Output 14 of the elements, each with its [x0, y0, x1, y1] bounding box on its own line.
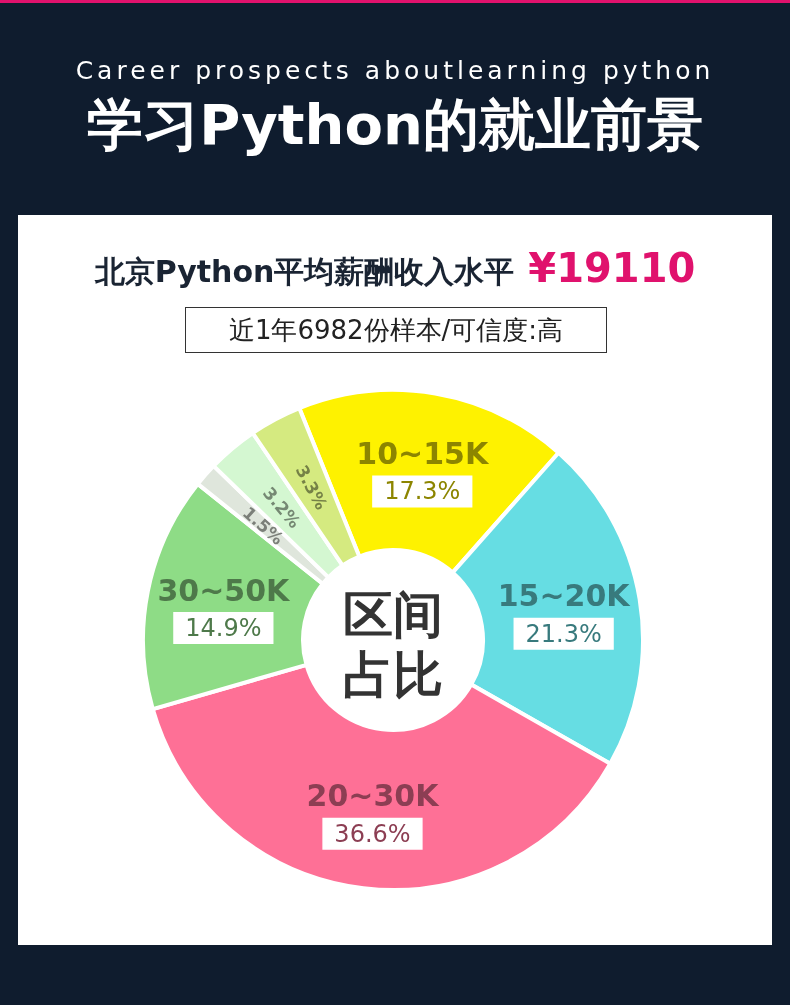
data-label: 14.9% — [185, 614, 262, 643]
data-label: 21.3% — [525, 619, 602, 648]
data-label: 17.3% — [384, 477, 461, 506]
slice-label: 10~15K — [356, 436, 490, 471]
chart-subtitle: Career prospects aboutlearning python — [74, 56, 716, 85]
text: 区间占比 — [342, 585, 444, 705]
data-label: 36.6% — [334, 819, 411, 848]
slice-label: 15~20K — [497, 578, 632, 614]
chart-title: 学习Python的就业前景 — [86, 91, 704, 159]
slice-label: 30~50K — [157, 572, 292, 608]
slice-label: 20~30K — [306, 778, 441, 814]
text: 近1年6982份样本/可信度:高 — [185, 307, 607, 353]
text: 北京Python平均薪酬收入水平 — [94, 254, 515, 289]
text: ¥19110 — [527, 245, 696, 291]
